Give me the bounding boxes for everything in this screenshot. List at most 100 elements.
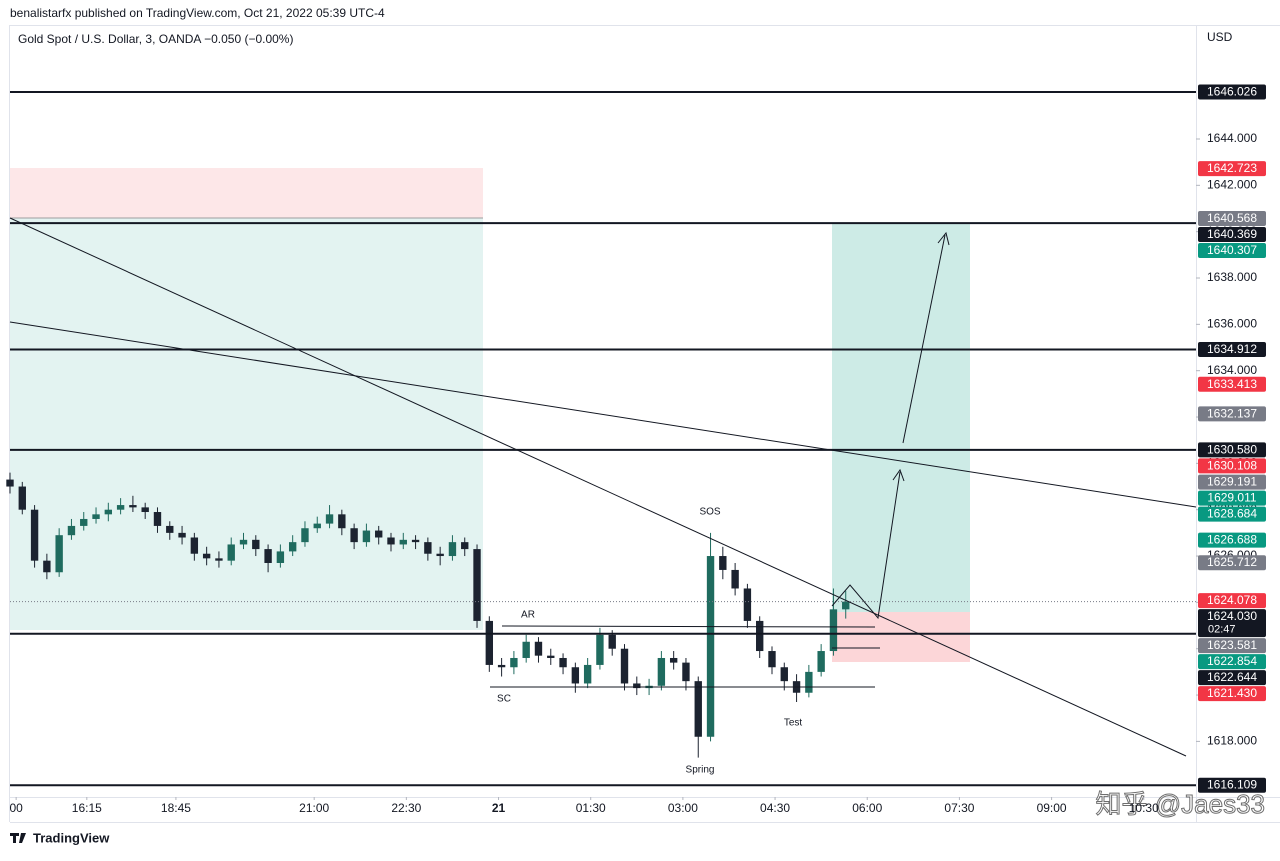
candle-body [571, 667, 580, 684]
candle-body [141, 507, 149, 513]
price-label-tag [1198, 211, 1266, 227]
price-label-tag [1198, 161, 1266, 177]
candle-body [756, 620, 764, 652]
right-target-zone [832, 223, 970, 612]
candle-body [301, 528, 309, 543]
x-tick-label: 18:45 [161, 801, 191, 815]
y-tick-label: 1644.000 [1207, 131, 1257, 145]
candle-body [264, 549, 272, 563]
projection-path [902, 234, 946, 444]
projection-path [831, 471, 901, 620]
candle-body [239, 539, 248, 545]
price-label: 1626.688 [1207, 533, 1257, 547]
candle-body [362, 530, 371, 543]
price-label: 1616.109 [1207, 778, 1257, 792]
brand-logo [10, 833, 26, 843]
candle-body [473, 549, 481, 621]
candle-body [116, 505, 125, 510]
candle-body [313, 523, 321, 529]
price-label-tag [1198, 532, 1266, 548]
candle-body [547, 655, 555, 658]
price-label: 1624.030 [1207, 609, 1257, 623]
price-label: 1640.307 [1207, 243, 1257, 257]
price-label: 1628.684 [1207, 507, 1257, 521]
candle-body [387, 537, 395, 545]
candle-body [842, 601, 850, 610]
x-tick-label: 10:30 [1129, 801, 1159, 815]
price-label-tag [1198, 506, 1266, 522]
y-tick-label: 1642.000 [1207, 178, 1257, 192]
trend-line [9, 321, 1197, 508]
candle-body [6, 479, 14, 487]
candle-body [731, 569, 739, 589]
candle-body [215, 558, 223, 561]
candle-body [682, 662, 690, 682]
annotation: SOS [699, 507, 720, 518]
annotation: Spring [686, 765, 715, 776]
candle-body [510, 657, 518, 668]
candle-body [288, 542, 297, 552]
left-stop-zone [10, 168, 483, 218]
price-label: 1621.430 [1207, 686, 1257, 700]
candle-body [399, 539, 407, 545]
y-tick-label: 1618.000 [1207, 734, 1257, 748]
drawings [9, 217, 1197, 757]
price-label-tag [1198, 406, 1266, 422]
candle-body [252, 539, 260, 550]
annotation: Test [784, 718, 803, 729]
candle-body [436, 553, 444, 557]
brand-name: TradingView [33, 830, 110, 845]
price-label: 1640.568 [1207, 211, 1257, 225]
candle-body [350, 528, 358, 543]
candle-body [190, 537, 199, 554]
price-label: 1640.369 [1207, 227, 1257, 241]
candle-body [202, 553, 211, 559]
candle-body [829, 609, 838, 652]
price-label-tag [1198, 686, 1266, 702]
candle-body [719, 556, 727, 570]
price-axis: 1618.0001620.0001622.0001624.0001626.000… [1196, 85, 1266, 793]
candle-body [375, 530, 383, 538]
candle-body [694, 681, 702, 737]
x-tick-label: 04:30 [760, 801, 790, 815]
candle-body [620, 648, 629, 684]
candle-body [657, 657, 666, 686]
annotation: AR [521, 610, 535, 621]
ar-level [501, 625, 876, 628]
price-label: 1629.191 [1207, 475, 1257, 489]
price-label-tag [1198, 777, 1266, 793]
price-label-tag [1198, 474, 1266, 490]
candle-body [166, 525, 174, 533]
candle-body [30, 509, 39, 561]
price-label: 1624.078 [1207, 593, 1257, 607]
candle-body [104, 509, 113, 515]
price-label: 1625.712 [1207, 555, 1257, 569]
x-tick-label: 03:00 [668, 801, 698, 815]
price-label: 1630.580 [1207, 442, 1257, 456]
legend-bg [12, 31, 302, 49]
price-label: 1630.108 [1207, 458, 1257, 472]
candle-body [534, 641, 543, 656]
price-label: 1622.644 [1207, 670, 1257, 684]
price-label-tag [1198, 243, 1266, 259]
currency: USD [1207, 30, 1233, 44]
price-label-tag [1198, 609, 1266, 638]
candle-body [43, 560, 51, 573]
x-tick-label: 21 [492, 801, 506, 815]
trend-line [9, 217, 1187, 757]
candle-body [780, 667, 788, 682]
price-label: 1646.026 [1207, 85, 1257, 99]
candle-body [608, 634, 616, 649]
price-label-tag [1198, 638, 1266, 654]
candle-body [522, 641, 530, 658]
candle-body [92, 514, 100, 519]
price-label-tag [1198, 670, 1266, 686]
candle-body [338, 514, 346, 529]
candle-body [633, 683, 641, 689]
right-stop-zone [832, 612, 970, 662]
price-label-tag [1198, 342, 1266, 358]
candle-body [583, 664, 592, 684]
candle-body [805, 671, 813, 693]
candle-body [67, 525, 76, 536]
